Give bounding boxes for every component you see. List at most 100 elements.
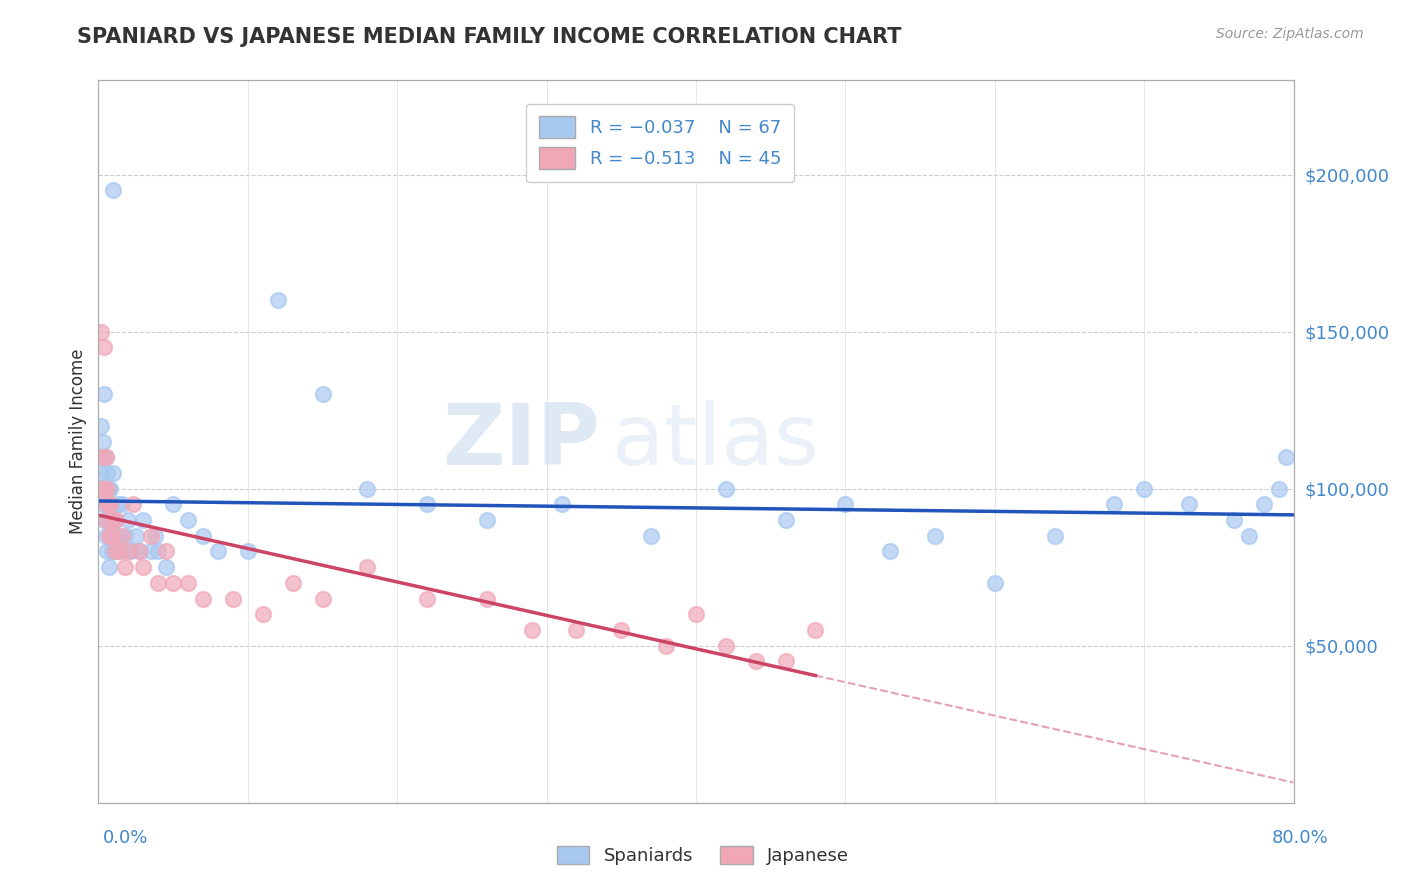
Point	[311, 387, 333, 401]
Text: SPANIARD VS JAPANESE MEDIAN FAMILY INCOME CORRELATION CHART: SPANIARD VS JAPANESE MEDIAN FAMILY INCOM…	[77, 27, 901, 46]
Point	[1043, 529, 1066, 543]
Text: ZIP: ZIP	[443, 400, 600, 483]
Point	[155, 560, 177, 574]
Point	[114, 560, 136, 574]
Point	[90, 482, 112, 496]
Point	[550, 497, 572, 511]
Point	[91, 450, 114, 465]
Point	[94, 529, 117, 543]
Point	[105, 544, 128, 558]
Point	[207, 544, 229, 558]
Point	[281, 575, 304, 590]
Point	[236, 544, 259, 558]
Point	[111, 529, 134, 543]
Point	[108, 544, 131, 558]
Point	[139, 544, 162, 558]
Point	[93, 387, 115, 401]
Point	[222, 591, 245, 606]
Point	[94, 497, 117, 511]
Point	[177, 513, 200, 527]
Point	[104, 513, 127, 527]
Point	[104, 544, 127, 558]
Point	[107, 497, 129, 511]
Point	[94, 450, 117, 465]
Point	[97, 560, 120, 574]
Point	[565, 623, 588, 637]
Point	[804, 623, 827, 637]
Point	[117, 544, 139, 558]
Point	[90, 325, 112, 339]
Point	[139, 529, 162, 543]
Y-axis label: Median Family Income: Median Family Income	[69, 349, 87, 534]
Point	[191, 529, 214, 543]
Point	[103, 183, 125, 197]
Point	[655, 639, 678, 653]
Point	[101, 513, 124, 527]
Point	[520, 623, 543, 637]
Point	[143, 529, 166, 543]
Point	[105, 513, 128, 527]
Point	[98, 482, 122, 496]
Point	[714, 482, 737, 496]
Point	[640, 529, 662, 543]
Point	[356, 560, 378, 574]
Point	[148, 575, 170, 590]
Point	[311, 591, 333, 606]
Point	[128, 544, 150, 558]
Point	[90, 418, 112, 433]
Point	[96, 497, 118, 511]
Point	[148, 544, 170, 558]
Point	[610, 623, 633, 637]
Point	[97, 497, 120, 511]
Point	[1267, 482, 1289, 496]
Point	[356, 482, 378, 496]
Point	[110, 544, 132, 558]
Point	[91, 450, 114, 465]
Point	[94, 450, 117, 465]
Point	[132, 513, 155, 527]
Point	[155, 544, 177, 558]
Point	[91, 497, 114, 511]
Point	[103, 466, 125, 480]
Legend: Spaniards, Japanese: Spaniards, Japanese	[548, 837, 858, 874]
Point	[1237, 529, 1260, 543]
Point	[120, 544, 142, 558]
Text: Source: ZipAtlas.com: Source: ZipAtlas.com	[1216, 27, 1364, 41]
Point	[89, 482, 111, 496]
Point	[1178, 497, 1201, 511]
Text: atlas: atlas	[613, 400, 820, 483]
Point	[97, 513, 120, 527]
Point	[132, 560, 155, 574]
Point	[775, 513, 797, 527]
Point	[93, 513, 115, 527]
Point	[1275, 450, 1298, 465]
Point	[129, 544, 152, 558]
Point	[177, 575, 200, 590]
Point	[267, 293, 290, 308]
Point	[475, 513, 498, 527]
Point	[162, 575, 184, 590]
Point	[1253, 497, 1275, 511]
Point	[89, 466, 111, 480]
Point	[745, 655, 768, 669]
Point	[114, 529, 136, 543]
Point	[94, 513, 117, 527]
Point	[162, 497, 184, 511]
Point	[98, 497, 122, 511]
Point	[101, 529, 124, 543]
Point	[96, 544, 118, 558]
Point	[1104, 497, 1126, 511]
Point	[97, 529, 120, 543]
Point	[103, 513, 125, 527]
Point	[93, 482, 115, 496]
Point	[96, 466, 118, 480]
Legend: R = −0.037    N = 67, R = −0.513    N = 45: R = −0.037 N = 67, R = −0.513 N = 45	[526, 103, 794, 182]
Point	[252, 607, 274, 622]
Point	[775, 655, 797, 669]
Point	[97, 482, 120, 496]
Point	[984, 575, 1007, 590]
Point	[714, 639, 737, 653]
Point	[117, 513, 139, 527]
Point	[125, 529, 148, 543]
Point	[93, 482, 115, 496]
